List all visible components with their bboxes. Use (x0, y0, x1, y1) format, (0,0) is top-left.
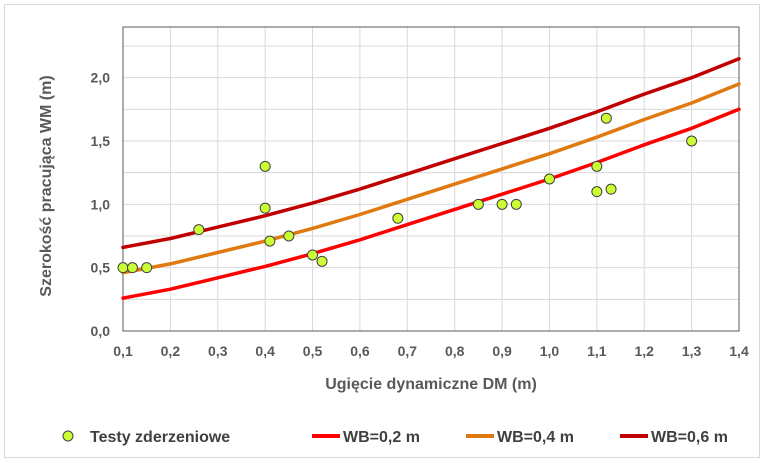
legend-label-testy: Testy zderzeniowe (90, 429, 230, 446)
legend-item-wb02: WB=0,2 m (312, 429, 420, 446)
scatter-point-1 (126, 262, 138, 274)
scatter-point-4 (259, 160, 271, 172)
scatter-point-0 (117, 262, 129, 274)
y-tick-label-4: 2,0 (91, 70, 111, 86)
y-tick-label-3: 1,5 (91, 133, 111, 149)
plot-border (122, 26, 740, 332)
scatter-points (117, 112, 698, 274)
scatter-point-3 (193, 224, 205, 236)
x-tick-label-8: 0,9 (492, 343, 512, 359)
legend-label-wb06: WB=0,6 m (651, 429, 728, 446)
scatter-point-9 (316, 255, 328, 267)
y-tick-labels: 0,0 0,5 1,0 1,5 2,0 (91, 70, 111, 339)
legend-label-wb02: WB=0,2 m (343, 429, 420, 446)
chart-frame (4, 4, 760, 458)
y-tick-label-2: 1,0 (91, 196, 111, 212)
scatter-point-16 (591, 186, 603, 198)
x-tick-label-6: 0,7 (398, 343, 418, 359)
legend-item-wb04: WB=0,4 m (466, 429, 574, 446)
x-tick-label-0: 0,1 (113, 343, 133, 359)
y-axis-title: Szerokość pracująca WM (m) (38, 75, 55, 296)
y-tick-label-0: 0,0 (91, 323, 111, 339)
legend: Testy zderzeniowe WB=0,2 m WB=0,4 m WB=0… (62, 429, 728, 446)
scatter-point-10 (392, 212, 404, 224)
x-tick-label-10: 1,1 (587, 343, 607, 359)
scatter-point-14 (543, 173, 555, 185)
x-tick-label-3: 0,4 (255, 343, 275, 359)
x-tick-label-13: 1,4 (729, 343, 749, 359)
scatter-point-11 (472, 198, 484, 210)
plot-area-border (122, 26, 740, 332)
series-line-2 (121, 82, 741, 275)
y-tick-label-1: 0,5 (91, 260, 111, 276)
scatter-point-17 (600, 112, 612, 124)
x-tick-label-1: 0,2 (161, 343, 181, 359)
x-tick-labels: 0,1 0,2 0,3 0,4 0,5 0,6 0,7 0,8 0,9 1,0 1,1 1,2 1,3 1… (113, 343, 749, 359)
scatter-point-2 (141, 262, 153, 274)
scatter-point-19 (686, 135, 698, 147)
x-tick-label-4: 0,5 (303, 343, 323, 359)
series-line-1 (121, 107, 741, 300)
x-tick-label-9: 1,0 (540, 343, 560, 359)
x-tick-label-11: 1,2 (634, 343, 654, 359)
scatter-point-15 (591, 160, 603, 172)
series-lines (121, 56, 741, 300)
series-line-3 (121, 56, 741, 250)
scatter-point-8 (307, 249, 319, 261)
x-tick-label-5: 0,6 (350, 343, 370, 359)
x-tick-label-12: 1,3 (682, 343, 702, 359)
scatter-point-18 (605, 183, 617, 195)
legend-item-scatter: Testy zderzeniowe (62, 429, 230, 446)
scatter-point-5 (259, 202, 271, 214)
legend-item-wb06: WB=0,6 m (620, 429, 728, 446)
x-tick-label-2: 0,3 (208, 343, 228, 359)
x-axis-title: Ugięcie dynamiczne DM (m) (325, 376, 537, 393)
grid (122, 27, 740, 332)
legend-marker-testy (62, 430, 74, 442)
scatter-point-6 (264, 235, 276, 247)
scatter-point-7 (283, 230, 295, 242)
scatter-point-12 (496, 198, 508, 210)
x-tick-label-7: 0,8 (445, 343, 465, 359)
scatter-point-13 (510, 198, 522, 210)
legend-label-wb04: WB=0,4 m (497, 429, 574, 446)
